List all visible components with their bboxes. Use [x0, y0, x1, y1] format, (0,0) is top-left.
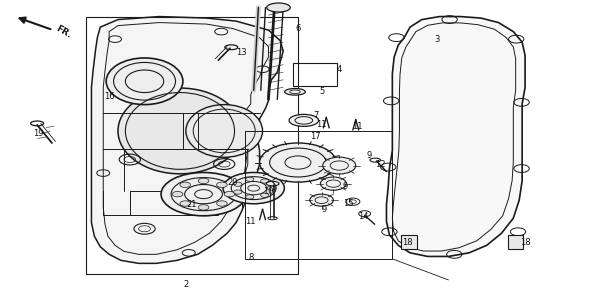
- Bar: [245, 131, 392, 259]
- Text: 14: 14: [358, 212, 368, 221]
- Text: 9: 9: [366, 150, 371, 160]
- Text: 12: 12: [375, 160, 386, 169]
- Circle shape: [261, 193, 269, 197]
- Text: 10: 10: [263, 187, 274, 196]
- Text: 15: 15: [343, 199, 353, 208]
- Circle shape: [245, 195, 254, 199]
- Text: 11: 11: [352, 122, 362, 131]
- Circle shape: [261, 179, 269, 183]
- Text: 11: 11: [245, 217, 256, 226]
- Circle shape: [245, 177, 254, 182]
- Bar: [508, 235, 523, 249]
- Circle shape: [217, 201, 227, 206]
- Circle shape: [234, 182, 242, 186]
- Text: 9: 9: [322, 205, 327, 214]
- Text: 7: 7: [313, 111, 319, 120]
- Bar: [401, 235, 417, 249]
- Bar: [86, 17, 298, 274]
- Text: 13: 13: [237, 48, 247, 57]
- Circle shape: [310, 194, 333, 206]
- Circle shape: [198, 178, 209, 184]
- Text: 18: 18: [520, 238, 530, 247]
- Text: 20: 20: [228, 178, 238, 187]
- Polygon shape: [386, 17, 525, 256]
- Ellipse shape: [267, 3, 290, 12]
- Text: FR.: FR.: [54, 23, 73, 40]
- Text: 18: 18: [402, 238, 412, 247]
- Text: 5: 5: [319, 87, 324, 96]
- Circle shape: [223, 172, 284, 204]
- Polygon shape: [91, 17, 283, 263]
- Text: 6: 6: [295, 24, 301, 33]
- Circle shape: [234, 190, 242, 194]
- Circle shape: [320, 177, 346, 190]
- Circle shape: [217, 182, 227, 188]
- Ellipse shape: [284, 88, 306, 95]
- Bar: [293, 63, 337, 86]
- Ellipse shape: [186, 104, 263, 157]
- Text: 19: 19: [33, 129, 44, 138]
- Ellipse shape: [118, 88, 242, 174]
- Circle shape: [267, 186, 276, 190]
- Text: 2: 2: [183, 280, 188, 289]
- Ellipse shape: [289, 114, 319, 126]
- Circle shape: [323, 157, 356, 174]
- Text: 11: 11: [316, 120, 327, 129]
- Ellipse shape: [106, 58, 183, 105]
- Text: 17: 17: [310, 132, 321, 141]
- Circle shape: [260, 143, 336, 182]
- Circle shape: [180, 201, 191, 206]
- Circle shape: [172, 191, 183, 197]
- Circle shape: [161, 172, 246, 216]
- Text: 3: 3: [434, 35, 440, 44]
- Text: 9: 9: [343, 182, 348, 191]
- Circle shape: [180, 182, 191, 188]
- Text: 16: 16: [104, 92, 114, 101]
- Text: 8: 8: [248, 253, 254, 262]
- Circle shape: [224, 191, 235, 197]
- Text: 21: 21: [186, 200, 197, 209]
- Text: 4: 4: [337, 65, 342, 74]
- Circle shape: [198, 205, 209, 210]
